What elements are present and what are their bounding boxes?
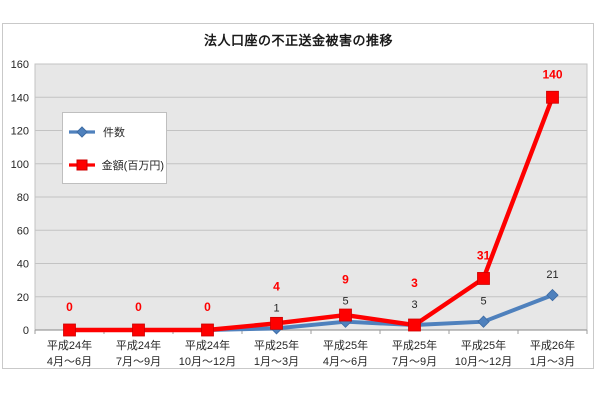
amount-data-label: 4 bbox=[273, 279, 280, 293]
amount-data-label: 0 bbox=[66, 300, 73, 314]
chart-title: 法人口座の不正送金被害の推移 bbox=[203, 33, 393, 48]
x-axis-label: 10月〜12月 bbox=[179, 356, 236, 368]
amount-data-label: 31 bbox=[477, 248, 491, 262]
x-axis-label: 1月〜3月 bbox=[254, 356, 299, 368]
cases-data-label: 5 bbox=[480, 296, 486, 308]
amount-marker bbox=[270, 316, 283, 330]
y-axis-label: 100 bbox=[11, 159, 29, 171]
y-axis-label: 120 bbox=[11, 126, 29, 138]
y-axis-label: 40 bbox=[17, 259, 29, 271]
y-axis-label: 160 bbox=[11, 59, 29, 71]
amount-line bbox=[67, 95, 555, 333]
legend-item-cases: 件数 bbox=[68, 123, 164, 141]
legend-label-cases: 件数 bbox=[103, 127, 125, 139]
amount-series-marker-icon bbox=[69, 159, 95, 171]
amount-data-label: 9 bbox=[342, 273, 349, 287]
x-axis-label: 4月〜6月 bbox=[47, 356, 92, 368]
cases-data-label: 21 bbox=[546, 269, 558, 281]
y-axis-label: 80 bbox=[17, 192, 29, 204]
legend: 件数 金額(百万円) bbox=[62, 112, 167, 184]
cases-marker bbox=[546, 288, 559, 302]
x-axis-label: 7月〜9月 bbox=[116, 356, 161, 368]
cases-data-label: 1 bbox=[273, 302, 279, 314]
x-axis-label: 1月〜3月 bbox=[530, 356, 575, 368]
x-axis-label: 10月〜12月 bbox=[455, 356, 512, 368]
x-axis-label: 平成25年 bbox=[461, 338, 506, 352]
x-axis-label: 平成25年 bbox=[323, 338, 368, 352]
amount-data-label: 3 bbox=[411, 276, 418, 290]
x-axis-label: 平成25年 bbox=[392, 338, 437, 352]
y-axis-label: 60 bbox=[17, 225, 29, 237]
x-axis-label: 7月〜9月 bbox=[392, 356, 437, 368]
amount-marker bbox=[546, 90, 559, 104]
amount-marker bbox=[201, 323, 214, 337]
x-axis-label: 4月〜6月 bbox=[323, 356, 368, 368]
cases-data-label: 5 bbox=[342, 296, 348, 308]
y-axis-label: 20 bbox=[17, 292, 29, 304]
legend-label-amount: 金額(百万円) bbox=[101, 160, 164, 172]
cases-series-marker-icon bbox=[69, 126, 95, 138]
amount-data-label: 0 bbox=[135, 300, 142, 314]
x-axis-label: 平成24年 bbox=[185, 338, 230, 352]
x-axis-label: 平成25年 bbox=[254, 338, 299, 352]
amount-data-label: 0 bbox=[204, 300, 211, 314]
cases-data-label: 3 bbox=[411, 299, 417, 311]
amount-marker bbox=[477, 272, 490, 285]
legend-item-amount: 金額(百万円) bbox=[68, 156, 164, 174]
x-axis-label: 平成26年 bbox=[530, 338, 575, 352]
amount-marker bbox=[132, 323, 145, 337]
amount-data-label: 140 bbox=[542, 67, 562, 81]
amount-marker bbox=[339, 308, 352, 322]
cases-marker bbox=[477, 315, 490, 328]
x-axis-label: 平成24年 bbox=[116, 338, 161, 352]
amount-marker bbox=[408, 318, 421, 332]
amount-marker bbox=[63, 323, 76, 337]
y-axis-label: 140 bbox=[11, 92, 29, 104]
y-axis-label: 0 bbox=[23, 325, 29, 337]
x-axis-label: 平成24年 bbox=[47, 338, 92, 352]
